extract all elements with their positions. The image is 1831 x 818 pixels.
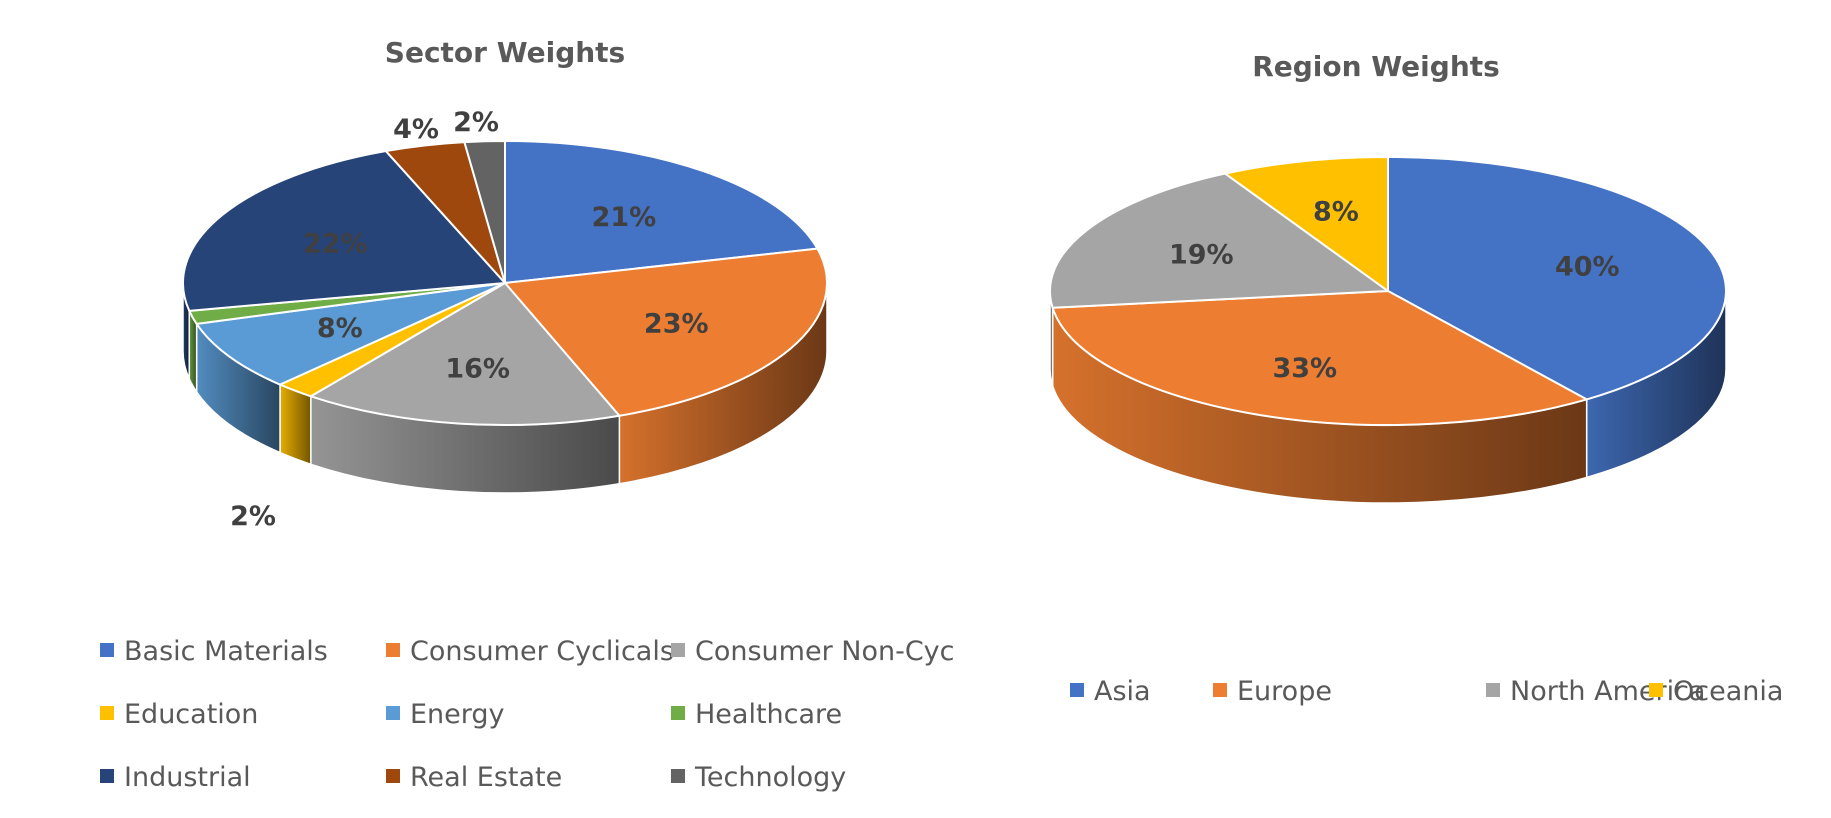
region-legend-swatch <box>1070 683 1084 697</box>
region-legend-label: Asia <box>1094 676 1151 707</box>
sector-slice-industrial <box>182 150 506 312</box>
sector-legend-item-education: Education <box>100 699 258 730</box>
region-slice-oceania <box>1224 156 1389 292</box>
sector-legend-label: Technology <box>694 762 846 793</box>
region-label-asia: 40% <box>1555 251 1620 282</box>
sector-legend-item-basic-materials: Basic Materials <box>100 636 328 667</box>
sector-legend-label: Basic Materials <box>124 636 328 667</box>
sector-legend-label: Real Estate <box>410 762 562 793</box>
region-label-north-america: 19% <box>1169 239 1234 270</box>
sector-label-basic-materials: 21% <box>592 202 657 233</box>
region-legend-label: Europe <box>1237 676 1332 707</box>
region-label-europe: 33% <box>1272 353 1337 384</box>
region-legend-item-oceania: Oceania <box>1649 676 1783 707</box>
region-weights-chart: Region Weights 40% 33% 19% 8% Asia Europe Nor… <box>1049 50 1783 707</box>
sector-legend-swatch <box>386 706 400 720</box>
sector-slice-basic-materials <box>504 140 819 284</box>
sector-label-industrial: 22% <box>303 228 368 259</box>
sector-legend-label: Energy <box>410 699 505 730</box>
sector-legend-item-healthcare: Healthcare <box>671 699 842 730</box>
region-legend-label: Oceania <box>1673 676 1783 707</box>
sector-label-real-estate: 4% <box>393 114 439 145</box>
sector-legend-swatch <box>386 643 400 657</box>
region-slice-north-america <box>1049 172 1389 309</box>
sector-label-technology: 2% <box>453 107 499 138</box>
sector-legend: Basic Materials Consumer Cyclicals Consume… <box>100 636 955 793</box>
region-pie-slices <box>1049 156 1727 426</box>
sector-legend-item-consumer-cyclicals: Consumer Cyclicals <box>386 636 674 667</box>
sector-legend-item-real-estate: Real Estate <box>386 762 562 793</box>
region-legend-swatch <box>1486 683 1500 697</box>
sector-slice-consumer-cyclicals <box>504 247 828 417</box>
sector-legend-swatch <box>386 769 400 783</box>
sector-slice-technology <box>463 140 506 284</box>
region-label-oceania: 8% <box>1313 197 1359 228</box>
region-chart-title: Region Weights <box>1252 50 1500 83</box>
sector-legend-item-industrial: Industrial <box>100 762 251 793</box>
sector-data-labels: 21% 23% 16% 2% 8% 22% 4% 2% <box>230 107 708 532</box>
sector-legend-label: Education <box>124 699 258 730</box>
sector-legend-label: Industrial <box>124 762 251 793</box>
sector-legend-item-energy: Energy <box>386 699 505 730</box>
sector-legend-swatch <box>671 769 685 783</box>
sector-legend-swatch <box>100 706 114 720</box>
sector-weights-chart: Sector Weights 21% 23% 16% 2% 8% 22% 4% 2% Basi… <box>100 36 955 793</box>
sector-legend-swatch <box>100 769 114 783</box>
sector-pie-slices <box>182 140 828 426</box>
sector-legend-swatch <box>671 706 685 720</box>
sector-label-energy: 8% <box>317 313 363 344</box>
sector-slice-energy <box>195 282 506 386</box>
region-legend-swatch <box>1649 683 1663 697</box>
region-legend-item-north-america: North America <box>1486 676 1705 707</box>
region-slice-asia <box>1387 156 1727 401</box>
region-slice-europe <box>1051 290 1588 426</box>
region-legend-label: North America <box>1510 676 1705 707</box>
sector-chart-title: Sector Weights <box>385 36 625 69</box>
sector-legend-swatch <box>671 643 685 657</box>
sector-legend-label: Consumer Cyclicals <box>410 636 674 667</box>
sector-slice-consumer-non-cyc <box>309 282 621 426</box>
sector-legend-label: Healthcare <box>695 699 842 730</box>
sector-label-consumer-cyclicals: 23% <box>644 308 709 339</box>
region-data-labels: 40% 33% 19% 8% <box>1169 197 1620 385</box>
region-legend-swatch <box>1213 683 1227 697</box>
region-legend-item-europe: Europe <box>1213 676 1332 707</box>
sector-label-education: 2% <box>230 501 276 532</box>
sector-legend-label: Consumer Non-Cyc <box>695 636 955 667</box>
sector-legend-swatch <box>100 643 114 657</box>
sector-label-consumer-non-cyc: 16% <box>445 353 510 384</box>
sector-legend-item-technology: Technology <box>671 762 846 793</box>
sector-side-education <box>279 383 312 466</box>
region-legend-item-asia: Asia <box>1070 676 1151 707</box>
sector-legend-item-consumer-non-cyc: Consumer Non-Cyc <box>671 636 955 667</box>
